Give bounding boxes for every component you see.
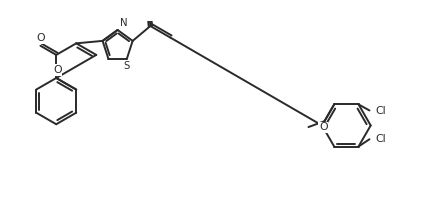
Text: Cl: Cl — [375, 134, 386, 144]
Text: O: O — [53, 65, 62, 75]
Text: N: N — [120, 18, 128, 28]
Text: S: S — [124, 61, 130, 71]
Text: O: O — [37, 33, 45, 43]
Text: O: O — [319, 122, 328, 132]
Text: Cl: Cl — [375, 106, 386, 116]
